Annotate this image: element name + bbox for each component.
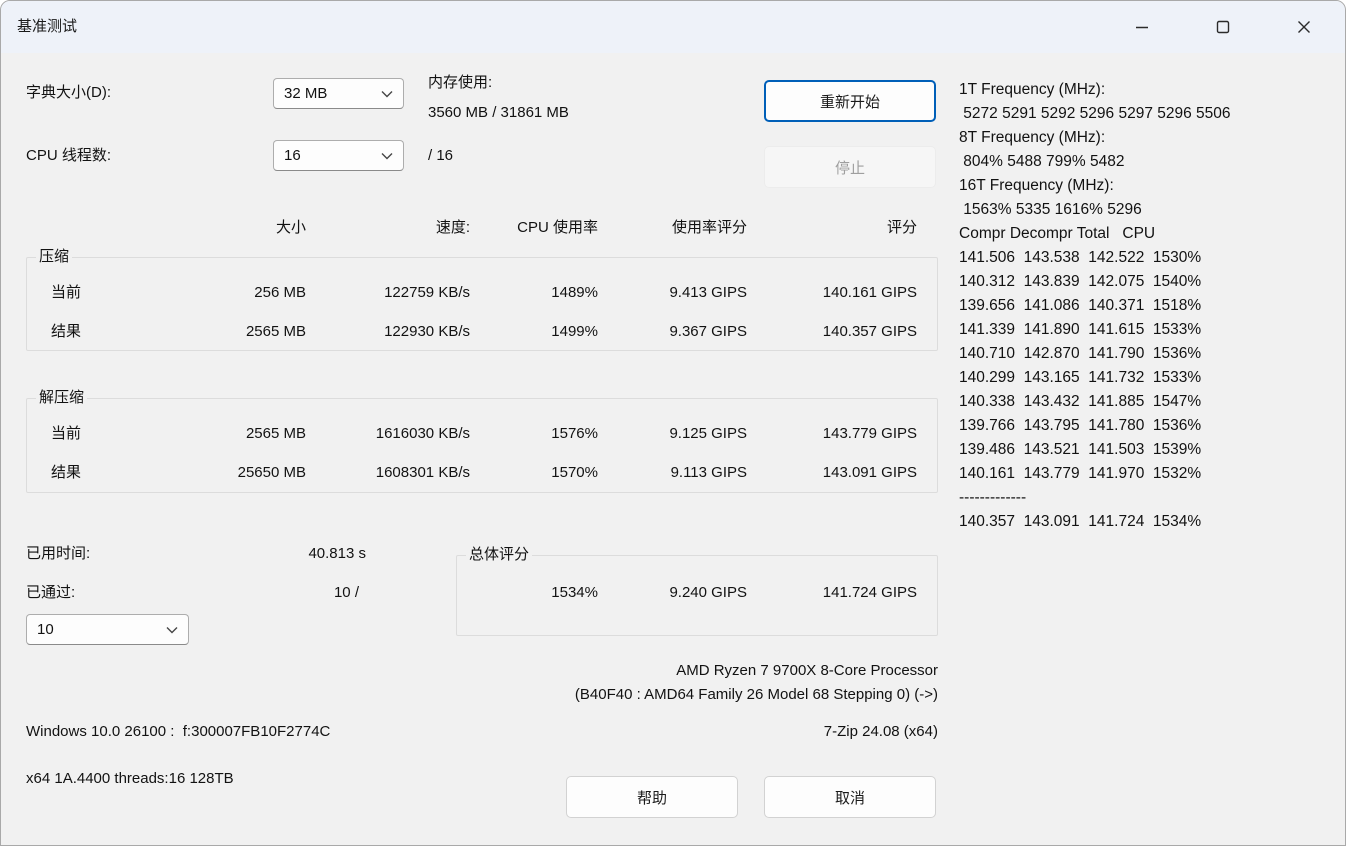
log-line: Compr Decompr Total CPU	[959, 225, 1156, 242]
decompression-current-cpu: 1576%	[551, 425, 598, 442]
decompression-result-rating: 143.091 GIPS	[822, 464, 917, 481]
log-line: 5272 5291 5292 5296 5297 5296 5506	[959, 105, 1231, 122]
close-button[interactable]	[1273, 1, 1335, 53]
total-rating: 141.724 GIPS	[822, 584, 917, 601]
log-line: 139.486 143.521 141.503 1539%	[959, 441, 1202, 458]
dictionary-size-label: 字典大小(D):	[26, 84, 111, 101]
log-line: 139.656 141.086 140.371 1518%	[959, 297, 1202, 314]
total-rating-groupbox: 总体评分	[456, 546, 938, 636]
log-line: 140.312 143.839 142.075 1540%	[959, 273, 1202, 290]
compression-groupbox: 压缩	[26, 248, 938, 351]
minimize-icon	[1134, 19, 1150, 35]
decompression-current-size: 2565 MB	[245, 425, 306, 442]
compression-result-cpu: 1499%	[551, 323, 598, 340]
cpu-name: AMD Ryzen 7 9700X 8-Core Processor	[676, 662, 938, 679]
chevron-down-icon	[166, 621, 178, 638]
decompression-result-label: 结果	[51, 464, 82, 481]
maximize-button[interactable]	[1192, 1, 1254, 53]
cpu-threads-select[interactable]: 16	[273, 140, 404, 171]
dictionary-size-select[interactable]: 32 MB	[273, 78, 404, 109]
cpu-threads-label: CPU 线程数:	[26, 147, 112, 164]
column-header-size: 大小	[275, 219, 306, 236]
log-line: 140.357 143.091 141.724 1534%	[959, 513, 1202, 530]
decompression-current-label: 当前	[51, 425, 82, 442]
decompression-result-speed: 1608301 KB/s	[375, 464, 470, 481]
log-line: 8T Frequency (MHz):	[959, 129, 1106, 146]
log-line: 139.766 143.795 141.780 1536%	[959, 417, 1202, 434]
restart-button[interactable]: 重新开始	[764, 80, 936, 122]
decompression-current-rating: 143.779 GIPS	[822, 425, 917, 442]
log-line: 141.339 141.890 141.615 1533%	[959, 321, 1202, 338]
passes-label: 已通过:	[26, 584, 76, 601]
compression-current-rating: 140.161 GIPS	[822, 284, 917, 301]
compression-current-label: 当前	[51, 284, 82, 301]
log-line: 16T Frequency (MHz):	[959, 177, 1114, 194]
decompression-groupbox: 解压缩	[26, 389, 938, 493]
cpu-threads-value: 16	[284, 147, 301, 164]
compression-result-size: 2565 MB	[245, 323, 306, 340]
passes-value: 10 /	[333, 584, 359, 601]
compression-group-label: 压缩	[36, 248, 73, 266]
log-line: -------------	[959, 489, 1027, 506]
compression-current-size: 256 MB	[254, 284, 306, 301]
compression-current-cpu: 1489%	[551, 284, 598, 301]
elapsed-time-label: 已用时间:	[26, 545, 91, 562]
compression-current-speed: 122759 KB/s	[384, 284, 470, 301]
chevron-down-icon	[381, 85, 393, 102]
minimize-button[interactable]	[1111, 1, 1173, 53]
compression-result-speed: 122930 KB/s	[384, 323, 470, 340]
log-line: 140.299 143.165 141.732 1533%	[959, 369, 1202, 386]
compression-result-label: 结果	[51, 323, 82, 340]
compression-result-usage-rating: 9.367 GIPS	[669, 323, 747, 340]
benchmark-log-panel: 1T Frequency (MHz): 5272 5291 5292 5296 …	[959, 78, 1339, 534]
log-line: 141.506 143.538 142.522 1530%	[959, 249, 1202, 266]
column-header-cpu-usage: CPU 使用率	[517, 219, 598, 236]
column-header-speed: 速度:	[435, 219, 470, 236]
log-line: 140.338 143.432 141.885 1547%	[959, 393, 1202, 410]
decompression-result-size: 25650 MB	[237, 464, 306, 481]
compression-current-usage-rating: 9.413 GIPS	[669, 284, 747, 301]
window-title: 基准测试	[17, 18, 78, 35]
memory-usage-label: 内存使用:	[428, 74, 493, 91]
cancel-button[interactable]: 取消	[764, 776, 936, 818]
close-icon	[1296, 19, 1312, 35]
compression-result-rating: 140.357 GIPS	[822, 323, 917, 340]
column-header-rating: 评分	[886, 219, 917, 236]
elapsed-time-value: 40.813 s	[308, 545, 366, 562]
chevron-down-icon	[381, 147, 393, 164]
help-button[interactable]: 帮助	[566, 776, 738, 818]
titlebar: 基准测试	[1, 1, 1345, 53]
os-version: Windows 10.0 26100 : f:300007FB10F2774C	[26, 723, 331, 740]
decompression-group-label: 解压缩	[36, 389, 88, 407]
stop-button[interactable]: 停止	[764, 146, 936, 188]
passes-select[interactable]: 10	[26, 614, 189, 645]
log-line: 1563% 5335 1616% 5296	[959, 201, 1142, 218]
memory-usage-value: 3560 MB / 31861 MB	[428, 104, 569, 121]
build-info: x64 1A.4400 threads:16 128TB	[26, 770, 234, 787]
maximize-icon	[1215, 19, 1231, 35]
total-usage-rating: 9.240 GIPS	[669, 584, 747, 601]
log-line: 804% 5488 799% 5482	[959, 153, 1125, 170]
log-line: 1T Frequency (MHz):	[959, 81, 1106, 98]
log-line: 140.710 142.870 141.790 1536%	[959, 345, 1202, 362]
app-version: 7-Zip 24.08 (x64)	[823, 723, 938, 740]
decompression-current-speed: 1616030 KB/s	[375, 425, 470, 442]
passes-selected-value: 10	[37, 621, 54, 638]
decompression-result-usage-rating: 9.113 GIPS	[670, 464, 747, 481]
decompression-result-cpu: 1570%	[551, 464, 598, 481]
total-cpu-usage: 1534%	[551, 584, 598, 601]
decompression-current-usage-rating: 9.125 GIPS	[669, 425, 747, 442]
total-rating-group-label: 总体评分	[466, 546, 533, 564]
cpu-threads-total: / 16	[428, 147, 454, 164]
log-line: 140.161 143.779 141.970 1532%	[959, 465, 1202, 482]
dictionary-size-value: 32 MB	[284, 85, 328, 102]
column-header-usage-rating: 使用率评分	[671, 219, 747, 236]
cpu-details: (B40F40 : AMD64 Family 26 Model 68 Stepp…	[574, 686, 938, 703]
